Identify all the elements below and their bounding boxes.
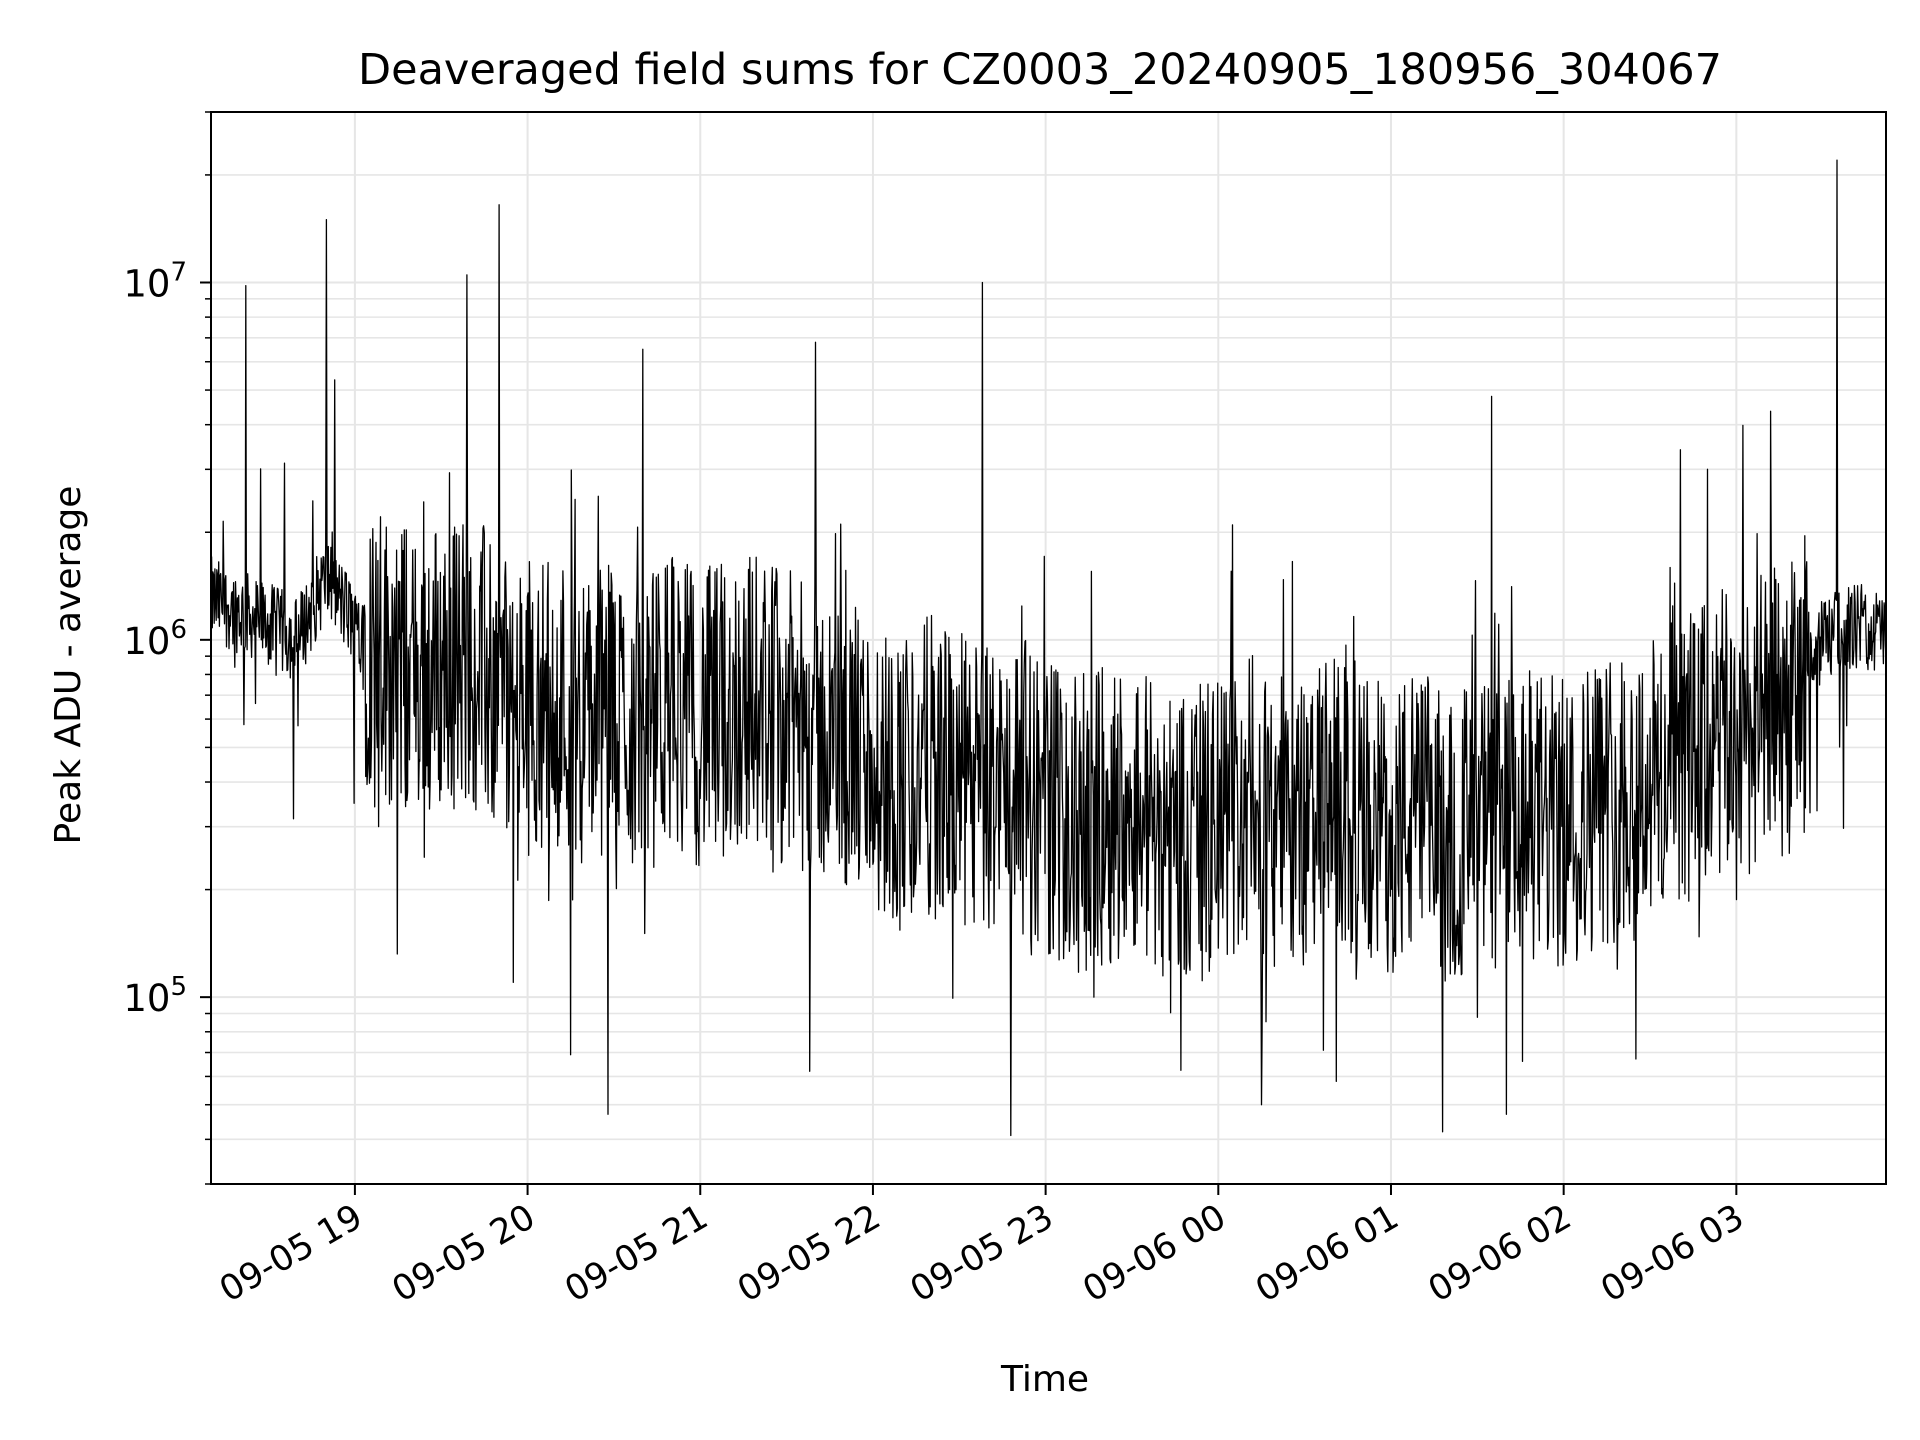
chart-title: Deaveraged field sums for CZ0003_2024090… <box>358 45 1722 95</box>
y-axis-label: Peak ADU - average <box>48 486 89 845</box>
x-axis-label: Time <box>1000 1359 1089 1400</box>
